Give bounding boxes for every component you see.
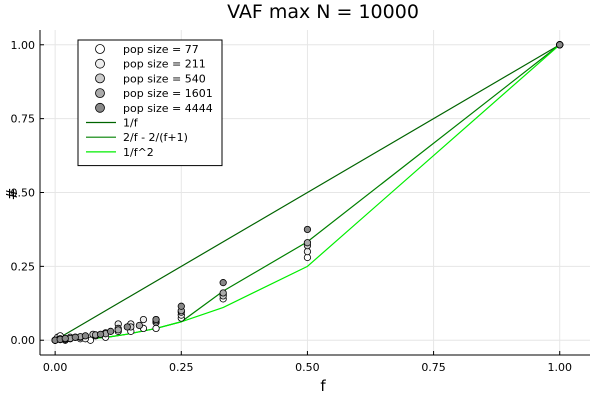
legend-marker <box>95 73 105 84</box>
chart-title: VAF max N = 10000 <box>227 1 419 23</box>
legend-marker <box>95 58 105 69</box>
y-tick-label: 1.00 <box>11 39 36 52</box>
scatter-point <box>219 289 227 297</box>
legend-label: 1/f <box>123 117 139 130</box>
scatter-point <box>81 332 90 340</box>
x-tick-label: 0.50 <box>295 361 320 374</box>
legend-label: pop size = 540 <box>123 72 206 85</box>
scatter-point <box>303 225 312 234</box>
legend-label: pop size = 77 <box>123 43 199 56</box>
scatter-point <box>177 302 185 310</box>
data-points <box>51 41 564 344</box>
curve-line <box>54 44 561 341</box>
scatter-point <box>114 326 122 334</box>
scatter-point <box>96 330 105 338</box>
scatter-point <box>107 327 115 335</box>
x-tick-label: 1.00 <box>547 361 572 374</box>
x-axis-label: f <box>320 377 326 395</box>
x-tick-label: 0.00 <box>43 361 68 374</box>
scatter-point <box>219 279 227 287</box>
legend-marker <box>95 44 105 54</box>
legend-marker <box>95 88 105 98</box>
y-tick-label: 0.00 <box>11 334 36 347</box>
scatter-point <box>303 239 312 247</box>
scatter-point <box>303 247 312 256</box>
y-tick-label: 0.75 <box>11 113 36 126</box>
scatter-point <box>139 315 148 324</box>
legend-label: 2/f - 2/(f+1) <box>123 131 188 144</box>
legend-label: pop size = 211 <box>123 58 206 71</box>
scatter-point <box>135 321 144 330</box>
legend-label: pop size = 4444 <box>123 102 213 115</box>
scatter-point <box>71 333 79 341</box>
scatter-point <box>61 334 69 343</box>
scatter-point <box>152 324 160 333</box>
legend-marker <box>95 102 105 113</box>
y-tick-label: 0.50 <box>11 187 36 200</box>
y-axis-label: # <box>3 188 21 201</box>
legend-label: pop size = 1601 <box>123 87 213 100</box>
scatter-point <box>123 323 131 331</box>
x-tick-label: 0.75 <box>421 361 446 374</box>
legend-label: 1/f^2 <box>123 146 154 159</box>
scatter-point <box>152 315 160 324</box>
x-tick-label: 0.25 <box>169 361 194 374</box>
scatter-point <box>303 253 312 262</box>
scatter-point <box>556 41 564 49</box>
axes: 0.00 0.25 0.50 0.75 1.00 0.00 0.25 0.50 0.75 1.00 <box>11 30 590 374</box>
y-tick-label: 0.25 <box>11 260 36 273</box>
